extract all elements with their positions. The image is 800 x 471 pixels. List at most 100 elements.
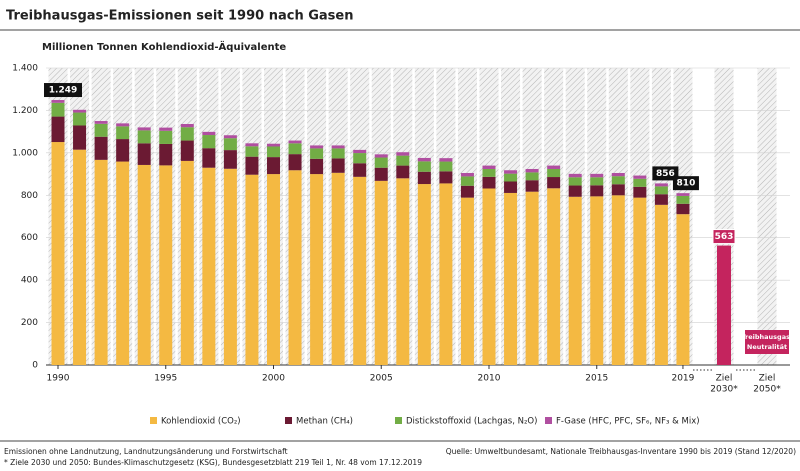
bar-segment xyxy=(504,192,518,365)
total-label: 856 xyxy=(656,169,675,179)
bar-segment xyxy=(676,193,690,196)
bar-segment xyxy=(202,148,216,168)
bar-segment xyxy=(547,188,561,365)
bar-segment xyxy=(654,186,668,195)
bar-segment xyxy=(267,146,280,158)
bar-segment xyxy=(310,145,324,149)
target-note: Treibhausgas- xyxy=(741,333,793,341)
bar-segment xyxy=(611,173,625,177)
bar-segment xyxy=(202,135,216,149)
bar-segment xyxy=(73,149,87,365)
target-bar xyxy=(717,245,731,365)
bar-segment xyxy=(676,203,690,215)
legend-swatch xyxy=(150,417,157,424)
column-background xyxy=(757,68,777,365)
y-tick-label: 0 xyxy=(32,361,38,371)
x-tick-label: 2000 xyxy=(262,374,285,384)
bar-segment xyxy=(267,157,280,175)
bar-segment xyxy=(137,164,151,365)
footnote: * Ziele 2030 und 2050: Bundes-Klimaschut… xyxy=(4,458,422,467)
y-tick-label: 1.000 xyxy=(12,148,38,158)
bar-segment xyxy=(116,139,130,162)
bar-segment xyxy=(590,196,604,365)
bar-segment xyxy=(396,178,410,365)
bar-segment xyxy=(611,195,625,365)
bar-segment xyxy=(353,149,367,154)
bar-segment xyxy=(267,143,280,147)
bar-segment xyxy=(676,214,690,365)
bar-segment xyxy=(439,183,453,365)
bar-segment xyxy=(374,180,388,365)
bar-segment xyxy=(331,172,345,365)
bar-segment xyxy=(611,184,625,196)
bar-segment xyxy=(504,173,518,182)
bar-segment xyxy=(223,150,237,169)
bar-segment xyxy=(73,125,87,150)
bar-segment xyxy=(504,170,518,174)
bar-segment xyxy=(159,165,173,365)
bar-segment xyxy=(353,153,367,164)
y-tick-label: 800 xyxy=(21,191,38,201)
x-tick-label: Ziel xyxy=(716,374,733,384)
bar-segment xyxy=(310,174,324,365)
bar-segment xyxy=(525,168,539,173)
bar-segment xyxy=(482,176,496,189)
bar-segment xyxy=(180,160,194,365)
legend-label: Distickstoffoxid (Lachgas, N₂O) xyxy=(406,417,537,427)
legend-swatch xyxy=(545,417,552,424)
bar-segment xyxy=(439,158,453,162)
target-label-box xyxy=(712,229,736,245)
bar-segment xyxy=(288,154,302,171)
bar-segment xyxy=(611,176,625,185)
bar-segment xyxy=(676,195,690,204)
bar-segment xyxy=(116,161,130,365)
x-tick-label: 1990 xyxy=(47,374,70,384)
bar-segment xyxy=(633,175,647,179)
bar-segment xyxy=(310,148,324,159)
bar-segment xyxy=(547,168,561,178)
bar-segment xyxy=(568,173,582,178)
x-tick-label: Ziel xyxy=(759,374,776,384)
bar-segment xyxy=(460,173,474,177)
bar-segment xyxy=(590,185,604,197)
bar-segment xyxy=(331,148,345,159)
bar-segment xyxy=(51,116,65,143)
bar-segment xyxy=(180,124,194,128)
bar-segment xyxy=(633,197,647,365)
bar-segment xyxy=(417,171,431,185)
bar-segment xyxy=(568,196,582,365)
legend-label: Kohlendioxid (CO₂) xyxy=(161,417,241,427)
bar-segment xyxy=(654,204,668,365)
bar-segment xyxy=(439,171,453,184)
bar-segment xyxy=(245,146,259,157)
footnote: Emissionen ohne Landnutzung, Landnutzung… xyxy=(4,447,288,456)
bar-segment xyxy=(547,165,561,169)
chart-title: Treibhausgas-Emissionen seit 1990 nach G… xyxy=(6,9,353,24)
bar-segment xyxy=(331,145,345,149)
legend-label: F-Gase (HFC, PFC, SF₆, NF₃ & Mix) xyxy=(556,417,700,427)
bar-segment xyxy=(202,167,216,365)
bar-segment xyxy=(116,123,130,127)
bar-segment xyxy=(51,102,65,117)
bar-segment xyxy=(223,168,237,365)
x-tick-label: 2050* xyxy=(753,385,781,395)
x-tick-label: 2010 xyxy=(478,374,501,384)
bar-segment xyxy=(460,197,474,365)
bar-segment xyxy=(417,161,431,172)
bar-segment xyxy=(137,143,151,165)
x-tick-label: 1995 xyxy=(154,374,177,384)
total-label-box xyxy=(652,166,679,181)
y-tick-label: 1.200 xyxy=(12,106,38,116)
bar-segment xyxy=(439,161,453,172)
target-note: Neutralität xyxy=(747,343,787,351)
bar-segment xyxy=(245,174,259,365)
bar-segment xyxy=(525,191,539,365)
bar-segment xyxy=(460,185,474,198)
total-label: 1.249 xyxy=(49,86,77,96)
subtitle: Millionen Tonnen Kohlendioxid-Äquivalent… xyxy=(42,39,286,53)
legend-swatch xyxy=(395,417,402,424)
bar-segment xyxy=(417,184,431,365)
bar-segment xyxy=(94,159,108,365)
y-tick-label: 400 xyxy=(21,276,38,286)
